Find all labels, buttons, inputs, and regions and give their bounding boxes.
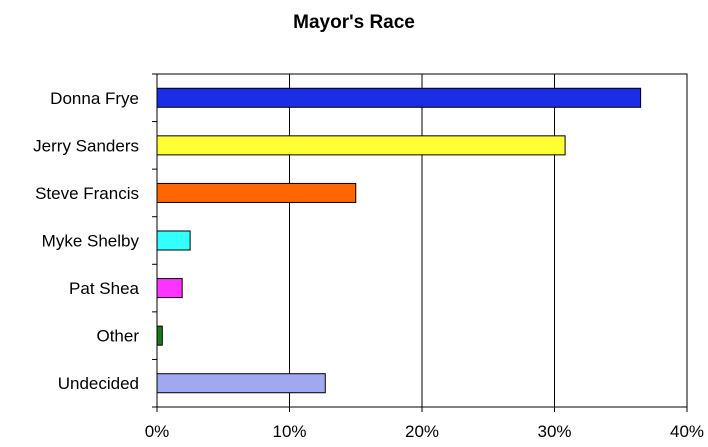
bar-other — [156, 325, 163, 346]
category-labels: Donna Frye Jerry Sanders Steve Francis Myke… — [33, 89, 139, 393]
chart-title: Mayor's Race — [293, 12, 415, 33]
gridlines — [156, 74, 688, 412]
x-tick-label: 40% — [670, 422, 704, 441]
category-label: Jerry Sanders — [33, 136, 139, 155]
bar-jerry-sanders — [156, 135, 566, 156]
x-tick-labels: 0% 10% 20% 30% 40% — [145, 422, 704, 441]
x-tick-label: 10% — [272, 422, 306, 441]
category-label: Other — [96, 327, 139, 346]
category-label: Undecided — [58, 374, 139, 393]
category-label: Donna Frye — [50, 89, 139, 108]
bars — [156, 87, 642, 394]
bar-pat-shea — [156, 278, 183, 299]
x-tick-label: 30% — [537, 422, 571, 441]
bar-donna-frye — [156, 87, 642, 108]
bar-myke-shelby — [156, 230, 191, 251]
bar-undecided — [156, 373, 326, 394]
category-ticks — [152, 73, 157, 408]
category-label: Pat Shea — [69, 279, 139, 298]
x-tick-label: 0% — [145, 422, 170, 441]
category-label: Myke Shelby — [42, 232, 140, 251]
bar-steve-francis — [156, 182, 357, 203]
x-tick-label: 20% — [405, 422, 439, 441]
category-label: Steve Francis — [35, 184, 139, 203]
